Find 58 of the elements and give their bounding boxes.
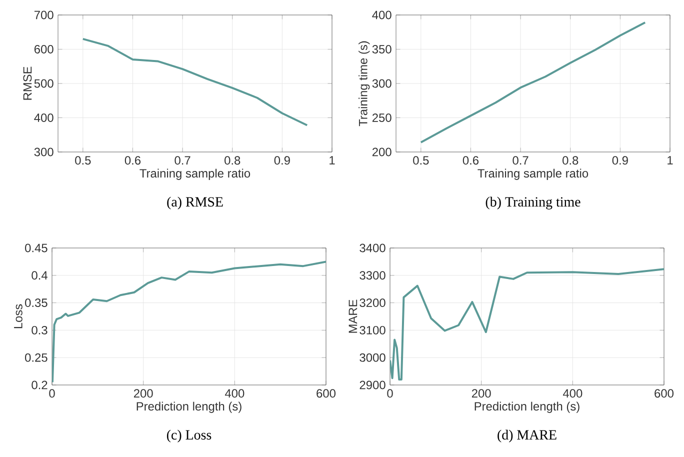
- x-tick-label: 400: [224, 389, 244, 398]
- x-tick-label: 1: [668, 156, 673, 164]
- x-axis-title: Prediction length (s): [474, 402, 580, 413]
- y-tick-label: 0.25: [25, 353, 48, 362]
- x-tick-label: 0.7: [512, 156, 528, 165]
- text: (a) RMSE: [167, 196, 223, 210]
- y-tick-label: 3100: [360, 326, 386, 334]
- y-tick-label: 0.45: [25, 244, 48, 252]
- y-tick-label: 0.35: [25, 298, 48, 308]
- y-tick-label: 400: [34, 114, 54, 122]
- y-tick-label: 3300: [360, 271, 386, 280]
- y-tick-label: 250: [372, 114, 392, 122]
- y-tick-label: 350: [372, 45, 392, 54]
- x-tick-label: 0.6: [462, 156, 479, 165]
- line-series: [82, 38, 308, 126]
- y-tick-label: 200: [372, 148, 392, 156]
- line-series: [420, 22, 646, 144]
- x-tick-label: 200: [472, 389, 491, 398]
- text: (b) Training time: [486, 196, 580, 210]
- x-tick-label: 0.5: [413, 156, 429, 165]
- x-tick-label: 0: [49, 389, 55, 398]
- x-axis-title: Training sample ratio: [478, 168, 588, 180]
- y-tick-label: 700: [34, 10, 54, 20]
- x-tick-label: 1: [330, 156, 335, 164]
- x-tick-label: 400: [562, 389, 582, 398]
- x-tick-label: 200: [134, 389, 153, 398]
- text: (c) Loss: [166, 430, 212, 442]
- x-tick-label: 0.5: [75, 156, 91, 165]
- x-axis-title: Prediction length (s): [136, 402, 242, 413]
- x-tick-label: 600: [654, 389, 674, 398]
- line-series: [52, 260, 326, 384]
- y-tick-label: 0.2: [32, 380, 48, 390]
- x-axis-title: Training sample ratio: [140, 168, 250, 180]
- x-tick-label: 0.9: [612, 156, 628, 165]
- y-tick-label: 3200: [360, 298, 386, 308]
- x-tick-label: 600: [316, 389, 336, 398]
- x-tick-label: 0.6: [124, 156, 141, 165]
- y-tick-label: 0.3: [32, 326, 48, 334]
- y-tick-label: 300: [34, 148, 54, 156]
- text: (d) MARE: [498, 430, 556, 442]
- y-tick-label: 2900: [360, 380, 386, 390]
- y-tick-label: 0.4: [32, 271, 48, 280]
- y-tick-label: 3000: [360, 353, 386, 362]
- line-series: [390, 268, 664, 381]
- y-axis-title: MARE: [348, 300, 358, 333]
- x-tick-label: 0.9: [274, 156, 290, 165]
- x-tick-label: 0.7: [174, 156, 190, 165]
- y-axis-title: RMSE: [23, 66, 32, 100]
- y-tick-label: 300: [372, 79, 392, 88]
- y-tick-label: 400: [372, 10, 392, 20]
- x-tick-label: 0.8: [562, 156, 578, 165]
- y-axis-title: Loss: [14, 304, 22, 328]
- y-tick-label: 3400: [360, 244, 386, 252]
- y-tick-label: 500: [34, 79, 54, 88]
- y-axis-title: Training time (s): [358, 41, 370, 126]
- x-tick-label: 0: [387, 389, 393, 398]
- x-tick-label: 0.8: [224, 156, 240, 165]
- y-tick-label: 600: [34, 45, 54, 54]
